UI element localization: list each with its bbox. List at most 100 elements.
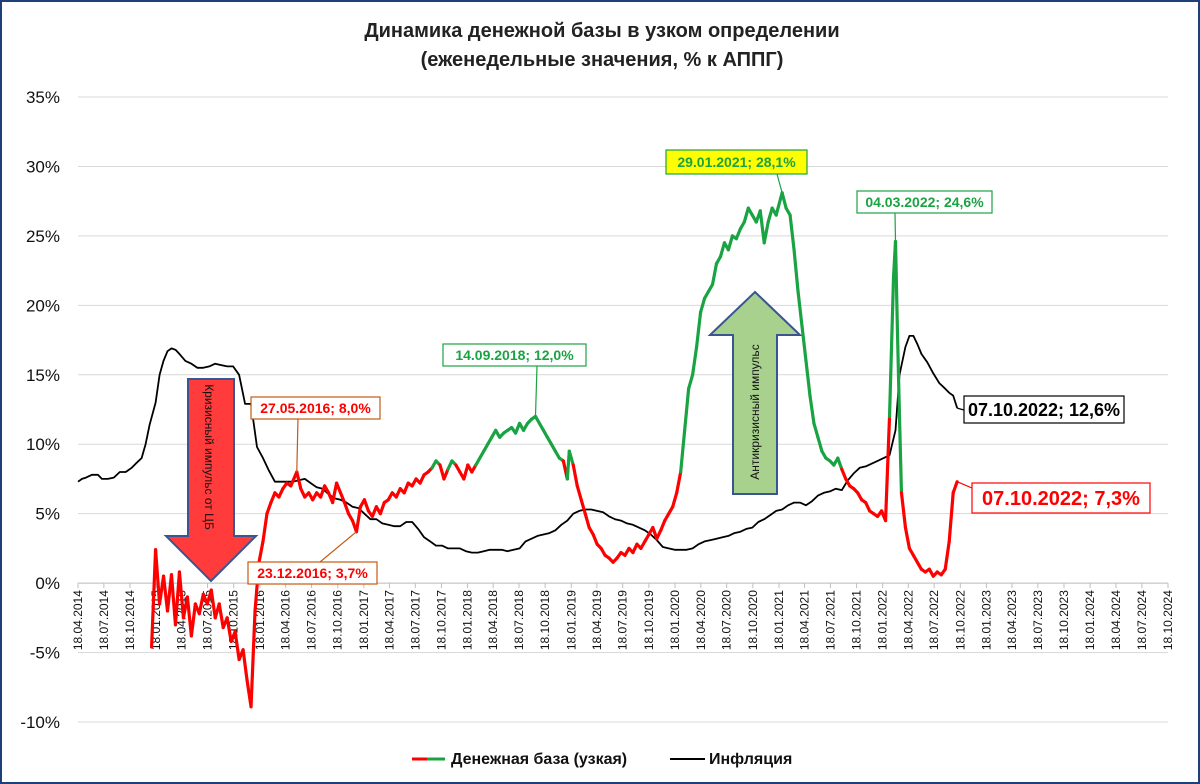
- down-arrow-crisis: [163, 378, 259, 583]
- annotation-label: 29.01.2021; 28,1%: [677, 154, 796, 170]
- annotation-callout: 14.09.2018; 12,0%: [442, 343, 587, 417]
- annotation-callout: 27.05.2016; 8,0%: [250, 396, 381, 473]
- series: [77, 191, 959, 709]
- y-tick-label: -5%: [30, 644, 60, 663]
- series-money-base-segment: [217, 602, 225, 630]
- x-tick-label: 18.10.2018: [538, 590, 552, 650]
- series-money-base-segment: [249, 609, 257, 709]
- series-money-base-segment: [710, 262, 719, 287]
- legend-label-money-base: Денежная база (узкая): [451, 751, 627, 768]
- up-arrow-anticrisis: [707, 290, 803, 495]
- annotation-callout: 07.10.2022; 7,3%: [956, 481, 1151, 514]
- series-money-base-segment: [742, 206, 750, 224]
- series-money-base-segment: [796, 289, 804, 328]
- series-money-base-segment: [951, 480, 959, 495]
- series-money-base-segment: [342, 500, 351, 516]
- x-tick-label: 18.10.2024: [1161, 590, 1175, 650]
- series-money-base-segment: [675, 470, 683, 495]
- series-money-base-segment: [149, 548, 158, 649]
- x-tick-label: 18.07.2024: [1135, 590, 1149, 650]
- series-money-base-segment: [197, 592, 205, 616]
- x-tick-label: 18.04.2021: [798, 590, 812, 650]
- x-tick-label: 18.04.2024: [1109, 590, 1123, 650]
- x-tick-label: 18.10.2014: [123, 590, 137, 650]
- x-tick-label: 18.01.2021: [772, 590, 786, 650]
- annotation-label: 04.03.2022; 24,6%: [865, 194, 984, 210]
- x-tick-label: 18.04.2023: [1005, 590, 1019, 650]
- series-money-base-segment: [774, 191, 784, 217]
- x-tick-label: 18.07.2014: [97, 590, 111, 650]
- series-money-base-segment: [362, 498, 371, 513]
- series-money-base-segment: [903, 525, 912, 550]
- series-money-base-segment: [575, 484, 583, 502]
- annotation-callout: 29.01.2021; 28,1%: [665, 149, 808, 193]
- series-money-base-segment: [261, 512, 269, 544]
- series-money-base-segment: [762, 220, 770, 245]
- annotation-leader: [534, 365, 538, 417]
- x-tick-label: 18.01.2024: [1083, 590, 1097, 650]
- series-money-base-segment: [378, 500, 386, 516]
- series-money-base-segment: [334, 481, 343, 495]
- series-money-base-segment: [893, 239, 900, 335]
- series-money-base-segment: [800, 324, 808, 363]
- series-money-base-segment: [734, 227, 742, 241]
- y-tick-label: 20%: [26, 296, 60, 315]
- series-inflation-line: [77, 334, 959, 554]
- x-tick-label: 18.01.2023: [979, 590, 993, 650]
- series-money-base-segment: [687, 373, 695, 391]
- series-money-base-segment: [659, 519, 667, 532]
- annotation-leader: [956, 481, 973, 489]
- x-tick-label: 18.10.2020: [746, 590, 760, 650]
- series-money-base-segment: [338, 491, 347, 505]
- series-money-base-segment: [899, 491, 908, 530]
- x-tick-label: 18.04.2019: [590, 590, 604, 650]
- series-money-base-segment: [402, 481, 410, 495]
- annotation-callout: 04.03.2022; 24,6%: [856, 190, 993, 242]
- annotations: 27.05.2016; 8,0% 23.12.2016; 3,7% 14.09.20…: [247, 149, 1151, 585]
- down-arrow-label: Кризисный импульс от ЦБ: [202, 384, 216, 530]
- x-tick-label: 18.04.2022: [901, 590, 915, 650]
- series-money-base-segment: [571, 463, 579, 488]
- x-tick-label: 18.04.2017: [382, 590, 396, 650]
- series-money-base-segment: [804, 359, 812, 398]
- legend: Денежная база (узкая) Инфляция: [412, 751, 792, 768]
- annotation-box: [250, 396, 381, 420]
- series-money-base-segment: [671, 491, 679, 509]
- series-money-base-segment: [792, 248, 800, 294]
- series-money-base-segment: [788, 213, 796, 252]
- y-tick-label: -10%: [20, 713, 60, 732]
- series-money-base-segment: [225, 616, 233, 644]
- annotation-box: [971, 482, 1151, 514]
- series-money-base-segment: [257, 539, 265, 564]
- series-money-base-segment: [295, 470, 303, 491]
- series-money-base-segment: [780, 191, 788, 210]
- annotation-callout: 07.10.2022; 12,6%: [957, 395, 1125, 424]
- series-money-base-segment: [718, 241, 727, 259]
- y-tick-label: 10%: [26, 435, 60, 454]
- annotation-leader: [957, 407, 965, 411]
- x-tick-label: 18.07.2015: [201, 590, 215, 650]
- series-money-base-segment: [883, 414, 892, 523]
- series-money-base-segment: [943, 539, 951, 571]
- annotation-label: 14.09.2018; 12,0%: [455, 347, 574, 363]
- x-tick-label: 18.10.2022: [953, 590, 967, 650]
- annotation-box: [665, 149, 808, 175]
- x-tick-label: 18.07.2017: [408, 590, 422, 650]
- series-money-base-segment: [241, 648, 249, 682]
- series-money-base-segment: [808, 394, 816, 425]
- x-tick-label: 18.07.2023: [1031, 590, 1045, 650]
- x-tick-label: 18.04.2018: [486, 590, 500, 650]
- y-tick-label: 0%: [35, 574, 60, 593]
- x-tick-label: 18.04.2020: [694, 590, 708, 650]
- series-money-base-segment: [354, 505, 363, 534]
- x-tick-label: 18.07.2019: [616, 590, 630, 650]
- annotation-label: 07.10.2022; 12,6%: [968, 400, 1120, 420]
- x-tick-label: 18.01.2022: [876, 590, 890, 650]
- chart-title: Динамика денежной базы в узком определен…: [364, 20, 839, 42]
- x-tick-label: 18.07.2016: [305, 590, 319, 650]
- y-axis-ticks: -10% -5% 0% 5% 10% 15% 20% 25% 30% 35%: [20, 88, 60, 732]
- chart-subtitle: (еженедельные значения, % к АППГ): [421, 49, 784, 71]
- series-money-base-segment: [462, 463, 470, 481]
- annotation-box: [247, 561, 378, 585]
- series-money-base-segment: [442, 467, 450, 481]
